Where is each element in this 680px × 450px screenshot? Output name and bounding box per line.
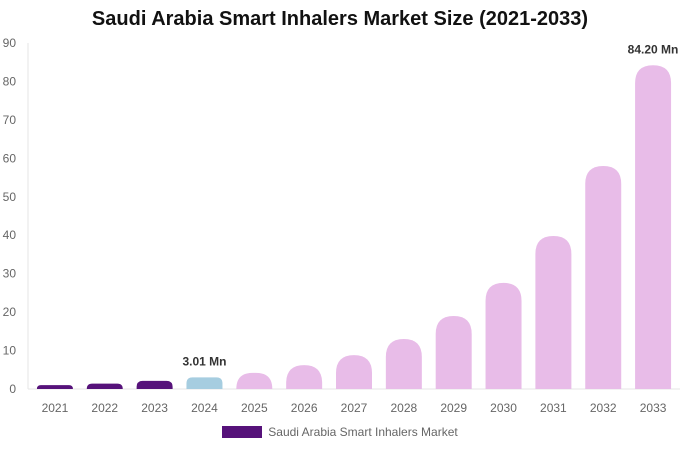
data-label: 84.20 Mn (628, 42, 679, 56)
y-tick-label: 0 (9, 382, 16, 396)
chart-title: Saudi Arabia Smart Inhalers Market Size … (91, 8, 589, 30)
y-tick-label: 80 (3, 74, 17, 88)
bar-2031 (535, 235, 572, 389)
bar-2028 (385, 339, 422, 389)
bar-2033 (635, 65, 672, 389)
bar-2021 (36, 385, 73, 389)
bar-2032 (585, 166, 622, 389)
bar-2023 (136, 380, 173, 389)
y-tick-label: 70 (3, 113, 17, 127)
x-tick-label: 2024 (191, 401, 218, 415)
x-tick-label: 2026 (291, 401, 318, 415)
data-label: 3.01 Mn (182, 354, 226, 368)
x-tick-label: 2021 (42, 401, 69, 415)
bar-2022 (86, 383, 123, 389)
legend: Saudi Arabia Smart Inhalers Market (0, 425, 680, 439)
x-tick-label: 2031 (540, 401, 567, 415)
y-tick-label: 20 (3, 305, 17, 319)
y-tick-label: 40 (3, 228, 17, 242)
legend-swatch (222, 426, 263, 438)
y-tick-label: 30 (3, 267, 17, 281)
x-tick-label: 2032 (590, 401, 617, 415)
x-tick-label: 2027 (341, 401, 368, 415)
bar-2025 (236, 372, 273, 389)
y-tick-label: 50 (3, 190, 17, 204)
y-tick-label: 90 (3, 36, 17, 50)
y-tick-label: 10 (3, 344, 17, 358)
legend-label: Saudi Arabia Smart Inhalers Market (268, 425, 458, 439)
x-tick-label: 2022 (91, 401, 118, 415)
x-tick-label: 2029 (440, 401, 467, 415)
y-tick-label: 60 (3, 151, 17, 165)
bar-2030 (485, 282, 522, 389)
x-tick-label: 2025 (241, 401, 268, 415)
x-tick-label: 2028 (390, 401, 417, 415)
x-tick-label: 2023 (141, 401, 168, 415)
bar-2024 (186, 377, 223, 389)
bar-2029 (435, 315, 472, 389)
x-tick-label: 2033 (640, 401, 667, 415)
x-tick-label: 2030 (490, 401, 517, 415)
bar-2027 (336, 355, 372, 389)
bar-2026 (286, 365, 323, 389)
